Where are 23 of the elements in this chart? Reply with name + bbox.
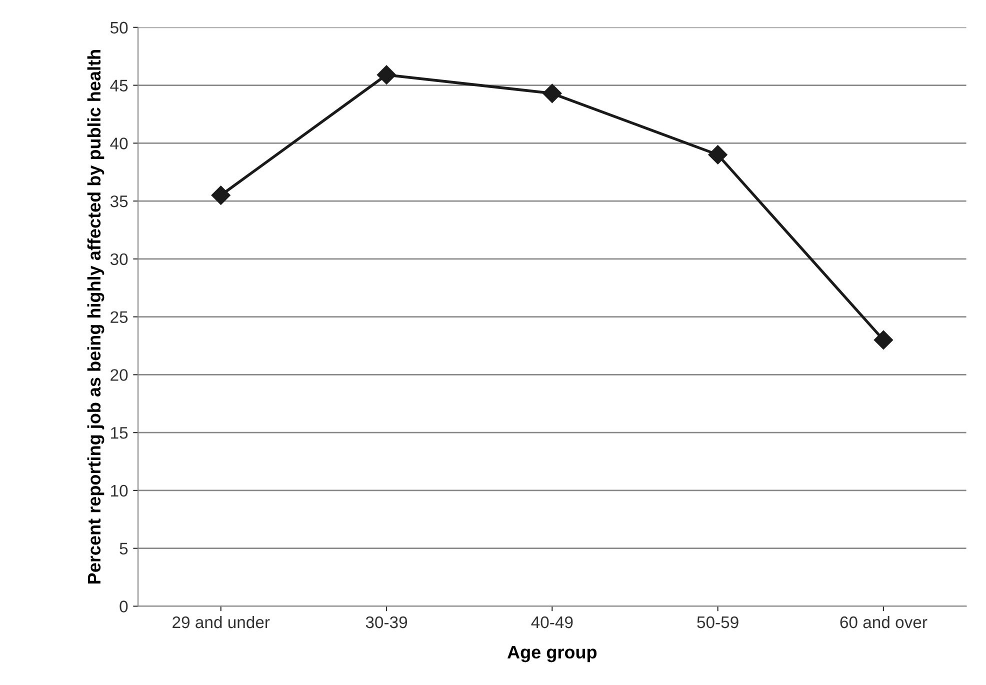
y-tick-label: 35: [110, 195, 128, 208]
x-tick-label: 50-59: [697, 616, 738, 628]
x-tick-label: 29 and under: [172, 616, 270, 628]
y-tick-label: 10: [111, 484, 128, 497]
y-tick-label: 40: [110, 138, 128, 150]
point: [211, 186, 230, 205]
y-tick-label: 30: [110, 253, 128, 266]
y-tick-label: 45: [110, 80, 128, 92]
y-axis-title: Percent reporting job as being highly affected by public health: [87, 50, 104, 584]
y-tick-label: 50: [110, 22, 128, 34]
x-tick-label: 60 and over: [840, 616, 928, 628]
x-axis-title: Age group: [507, 646, 597, 662]
y-tick-label: 20: [110, 369, 128, 381]
y-tick-label: 15: [111, 427, 128, 439]
y-tick-label: 0: [120, 600, 128, 612]
y-tick-label: 25: [110, 311, 128, 324]
point: [708, 145, 728, 164]
point: [874, 330, 893, 350]
x-tick-label: 30-39: [366, 616, 408, 628]
point: [542, 84, 562, 103]
x-tick-label: 40-49: [531, 616, 573, 628]
y-tick-label: 5: [120, 542, 128, 555]
point: [376, 65, 396, 84]
